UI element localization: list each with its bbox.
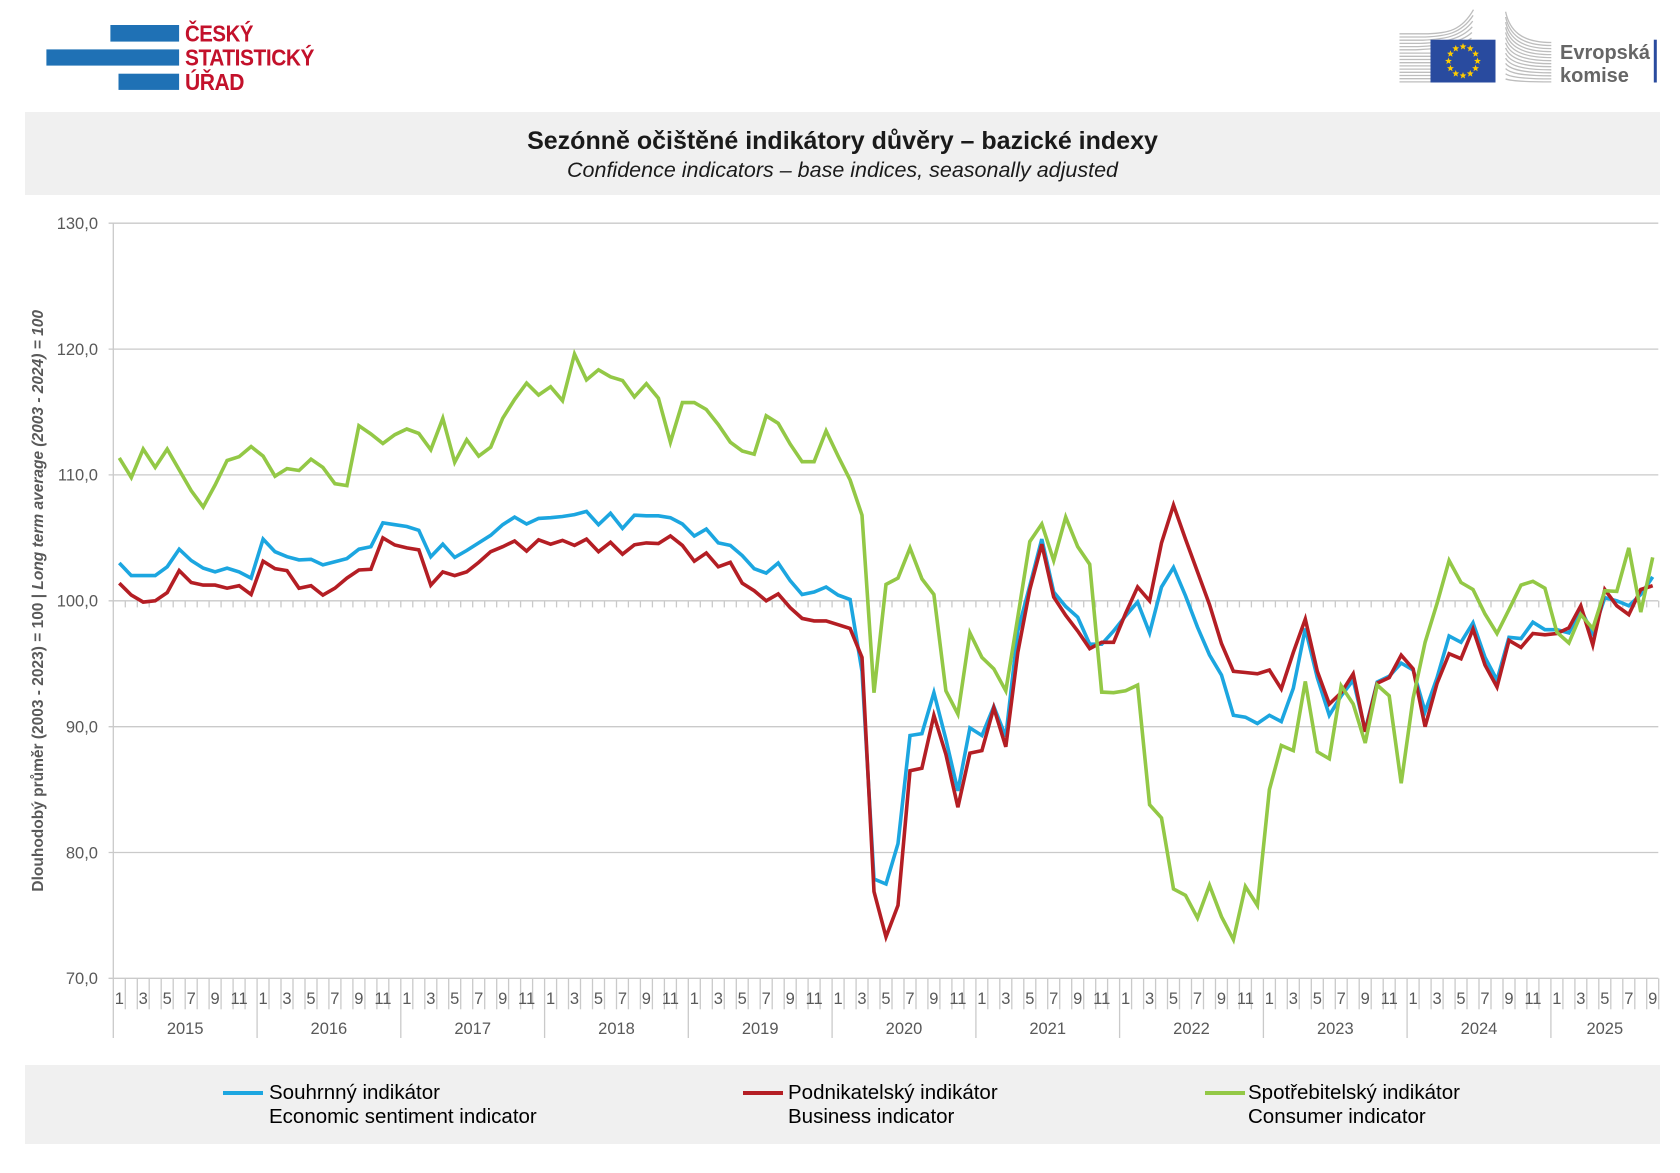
svg-text:3: 3 xyxy=(1433,990,1442,1008)
svg-text:STATISTICKÝ: STATISTICKÝ xyxy=(185,44,315,71)
svg-text:70,0: 70,0 xyxy=(66,970,98,988)
svg-text:7: 7 xyxy=(474,990,483,1008)
svg-text:5: 5 xyxy=(1169,990,1178,1008)
svg-text:3: 3 xyxy=(857,990,866,1008)
svg-text:5: 5 xyxy=(881,990,890,1008)
svg-text:2025: 2025 xyxy=(1586,1020,1623,1038)
svg-text:11: 11 xyxy=(662,990,679,1008)
svg-text:9: 9 xyxy=(498,990,507,1008)
svg-text:3: 3 xyxy=(1576,990,1585,1008)
svg-text:9: 9 xyxy=(1504,990,1513,1008)
svg-text:11: 11 xyxy=(949,990,966,1008)
svg-text:11: 11 xyxy=(374,990,391,1008)
svg-text:9: 9 xyxy=(1648,990,1657,1008)
svg-text:9: 9 xyxy=(642,990,651,1008)
svg-text:1: 1 xyxy=(1121,990,1130,1008)
svg-text:9: 9 xyxy=(1361,990,1370,1008)
svg-text:2015: 2015 xyxy=(167,1020,204,1038)
svg-text:9: 9 xyxy=(354,990,363,1008)
svg-text:90,0: 90,0 xyxy=(66,719,98,737)
svg-text:5: 5 xyxy=(594,990,603,1008)
svg-text:120,0: 120,0 xyxy=(57,341,98,359)
svg-text:3: 3 xyxy=(1289,990,1298,1008)
svg-text:9: 9 xyxy=(929,990,938,1008)
svg-text:2019: 2019 xyxy=(742,1020,779,1038)
svg-text:1: 1 xyxy=(690,990,699,1008)
svg-text:1: 1 xyxy=(115,990,124,1008)
svg-text:11: 11 xyxy=(806,990,823,1008)
svg-text:1: 1 xyxy=(259,990,268,1008)
svg-text:7: 7 xyxy=(618,990,627,1008)
svg-text:2021: 2021 xyxy=(1029,1020,1066,1038)
svg-text:2017: 2017 xyxy=(454,1020,491,1038)
svg-text:3: 3 xyxy=(1145,990,1154,1008)
svg-text:3: 3 xyxy=(139,990,148,1008)
svg-text:1: 1 xyxy=(546,990,555,1008)
svg-text:3: 3 xyxy=(570,990,579,1008)
svg-text:5: 5 xyxy=(306,990,315,1008)
svg-text:2022: 2022 xyxy=(1173,1020,1210,1038)
svg-text:7: 7 xyxy=(1624,990,1633,1008)
svg-text:7: 7 xyxy=(762,990,771,1008)
svg-text:komise: komise xyxy=(1560,65,1629,87)
svg-text:7: 7 xyxy=(1049,990,1058,1008)
svg-text:7: 7 xyxy=(1337,990,1346,1008)
svg-text:80,0: 80,0 xyxy=(66,844,98,862)
svg-text:ČESKÝ: ČESKÝ xyxy=(185,20,254,47)
svg-text:110,0: 110,0 xyxy=(58,467,98,485)
svg-text:9: 9 xyxy=(786,990,795,1008)
svg-text:2016: 2016 xyxy=(311,1020,348,1038)
svg-text:3: 3 xyxy=(426,990,435,1008)
svg-text:9: 9 xyxy=(211,990,220,1008)
svg-text:3: 3 xyxy=(1001,990,1010,1008)
svg-text:100,0: 100,0 xyxy=(57,593,98,611)
svg-text:ÚŘAD: ÚŘAD xyxy=(185,68,244,95)
svg-text:1: 1 xyxy=(402,990,411,1008)
svg-text:5: 5 xyxy=(738,990,747,1008)
svg-text:7: 7 xyxy=(905,990,914,1008)
svg-text:7: 7 xyxy=(1193,990,1202,1008)
svg-text:11: 11 xyxy=(1237,990,1254,1008)
svg-text:11: 11 xyxy=(1381,990,1398,1008)
svg-text:9: 9 xyxy=(1217,990,1226,1008)
svg-text:7: 7 xyxy=(330,990,339,1008)
svg-text:11: 11 xyxy=(518,990,535,1008)
svg-text:3: 3 xyxy=(282,990,291,1008)
svg-text:5: 5 xyxy=(163,990,172,1008)
svg-text:7: 7 xyxy=(1480,990,1489,1008)
svg-text:11: 11 xyxy=(1524,990,1541,1008)
svg-text:5: 5 xyxy=(1313,990,1322,1008)
svg-text:1: 1 xyxy=(977,990,986,1008)
svg-text:2024: 2024 xyxy=(1461,1020,1498,1038)
svg-text:1: 1 xyxy=(1552,990,1561,1008)
svg-text:1: 1 xyxy=(1409,990,1418,1008)
svg-text:5: 5 xyxy=(1456,990,1465,1008)
svg-text:5: 5 xyxy=(1600,990,1609,1008)
svg-text:2023: 2023 xyxy=(1317,1020,1354,1038)
svg-text:1: 1 xyxy=(834,990,843,1008)
svg-text:2018: 2018 xyxy=(598,1020,635,1038)
svg-text:1: 1 xyxy=(1265,990,1274,1008)
svg-text:7: 7 xyxy=(187,990,196,1008)
svg-text:3: 3 xyxy=(714,990,723,1008)
svg-text:130,0: 130,0 xyxy=(57,215,98,233)
svg-text:11: 11 xyxy=(231,990,248,1008)
svg-text:Evropská: Evropská xyxy=(1560,42,1651,64)
svg-text:Dlouhodobý průměr (2003 - 2023: Dlouhodobý průměr (2003 - 2023) = 100 | … xyxy=(30,310,47,892)
svg-text:5: 5 xyxy=(450,990,459,1008)
svg-text:2020: 2020 xyxy=(886,1020,923,1038)
svg-text:5: 5 xyxy=(1025,990,1034,1008)
svg-text:11: 11 xyxy=(1093,990,1110,1008)
svg-text:9: 9 xyxy=(1073,990,1082,1008)
